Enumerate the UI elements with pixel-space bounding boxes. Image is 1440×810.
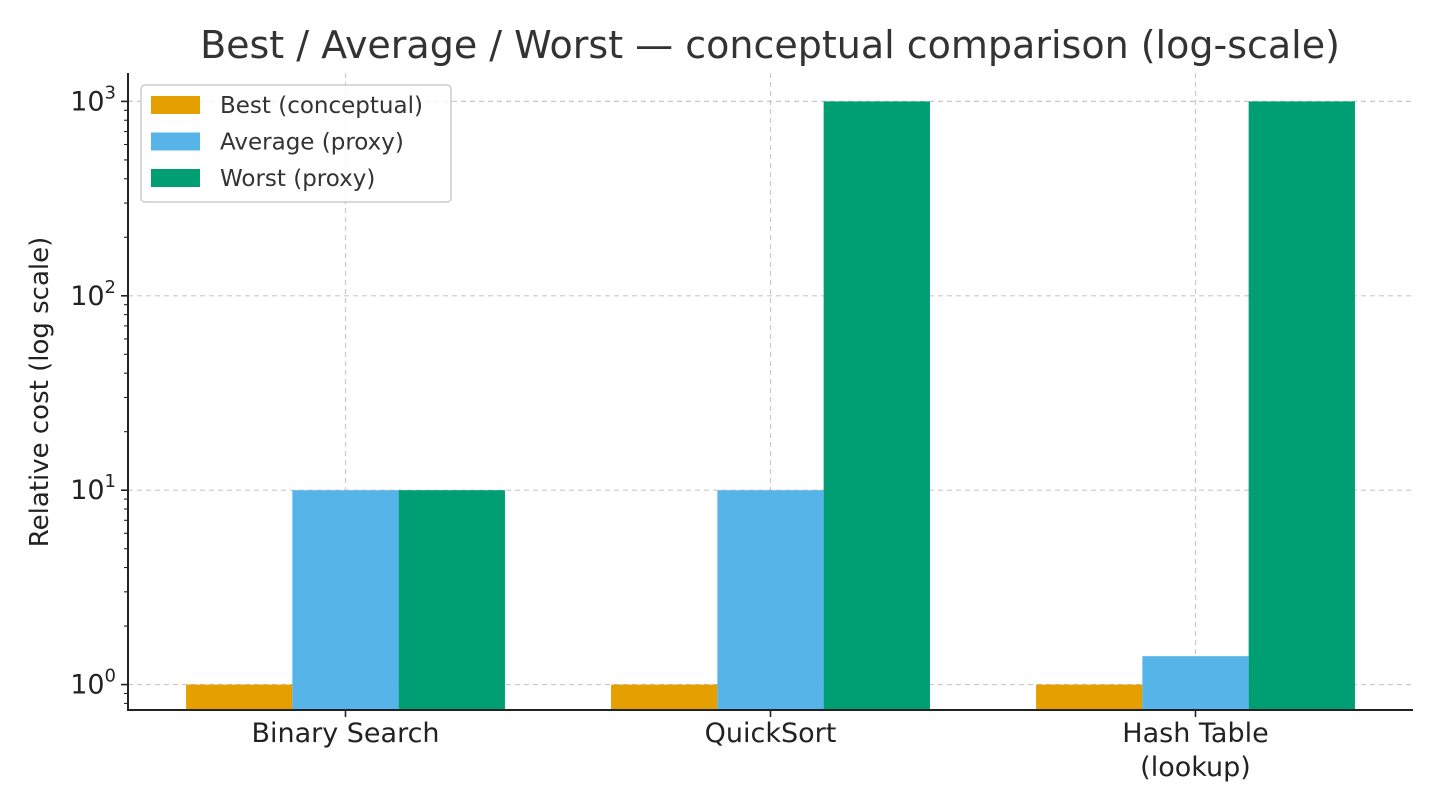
axes-layer bbox=[121, 73, 1413, 717]
y-axis-label: Relative cost (log scale) bbox=[25, 237, 55, 548]
x-tick-label: Binary Search bbox=[251, 718, 439, 749]
bar bbox=[1142, 656, 1249, 710]
labels-layer: 100 101 102 103 Binary Search QuickSort Hash T… bbox=[70, 82, 1269, 783]
chart-title: Best / Average / Worst — conceptual comp… bbox=[200, 23, 1340, 67]
bar bbox=[186, 684, 293, 710]
legend: Best (conceptual) Average (proxy) Worst (p… bbox=[140, 84, 452, 203]
x-tick-label: (lookup) bbox=[1140, 752, 1251, 783]
bar bbox=[398, 490, 505, 710]
legend-swatch bbox=[151, 132, 200, 151]
bar bbox=[1248, 101, 1355, 711]
y-tick-label: 100 bbox=[70, 666, 116, 701]
legend-entry-label: Average (proxy) bbox=[220, 130, 404, 156]
legend-swatch bbox=[151, 169, 200, 187]
bar bbox=[717, 490, 824, 710]
y-tick-label: 102 bbox=[70, 277, 116, 312]
bar bbox=[1036, 684, 1143, 710]
bar bbox=[292, 490, 399, 710]
bars-layer bbox=[186, 101, 1355, 711]
legend-entry-label: Best (conceptual) bbox=[220, 93, 423, 119]
x-tick-label: QuickSort bbox=[705, 718, 837, 749]
bar bbox=[823, 101, 930, 711]
legend-frame bbox=[140, 84, 452, 203]
bar bbox=[611, 684, 718, 710]
y-tick-label: 101 bbox=[70, 471, 116, 506]
x-tick-label: Hash Table bbox=[1122, 718, 1268, 749]
y-tick-label: 103 bbox=[70, 82, 116, 117]
legend-entry-label: Worst (proxy) bbox=[220, 166, 375, 192]
legend-swatch bbox=[151, 96, 200, 114]
